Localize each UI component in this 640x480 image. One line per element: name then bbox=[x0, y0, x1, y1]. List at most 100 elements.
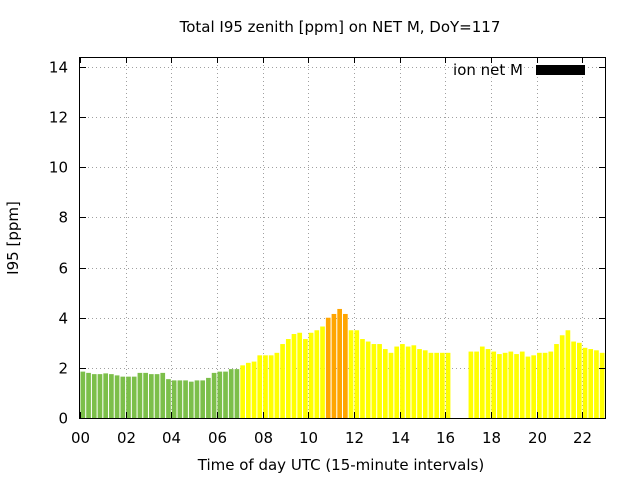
bar bbox=[485, 349, 491, 418]
bar bbox=[343, 313, 348, 418]
bar bbox=[525, 356, 531, 418]
bar bbox=[217, 371, 223, 418]
bar bbox=[331, 313, 337, 418]
x-tick-label: 22 bbox=[573, 429, 592, 447]
bar bbox=[474, 351, 479, 418]
bar bbox=[177, 380, 183, 418]
bar bbox=[303, 339, 308, 418]
bar bbox=[103, 373, 109, 418]
bar bbox=[211, 372, 217, 419]
bar bbox=[206, 377, 211, 418]
bar bbox=[126, 376, 131, 418]
bar bbox=[257, 355, 263, 418]
bar bbox=[109, 374, 114, 418]
bar bbox=[559, 335, 565, 418]
bar bbox=[251, 361, 257, 418]
x-tick-label: 10 bbox=[299, 429, 318, 447]
bar bbox=[594, 350, 599, 418]
bar bbox=[519, 351, 525, 418]
bar bbox=[314, 330, 320, 418]
bar bbox=[320, 326, 325, 418]
x-tick-label: 06 bbox=[208, 429, 227, 447]
x-tick-label: 08 bbox=[254, 429, 273, 447]
bar bbox=[514, 354, 519, 418]
bar bbox=[120, 376, 126, 418]
x-tick-label: 16 bbox=[436, 429, 455, 447]
legend: ion net M bbox=[453, 61, 585, 79]
y-tick-label: 10 bbox=[49, 159, 68, 177]
bar bbox=[171, 380, 177, 418]
bar bbox=[160, 372, 166, 419]
bar bbox=[377, 344, 382, 418]
bar bbox=[246, 362, 251, 418]
bar bbox=[131, 376, 137, 418]
bar bbox=[571, 341, 576, 418]
y-axis-label: I95 [ppm] bbox=[4, 201, 22, 275]
x-tick-label: 12 bbox=[345, 429, 364, 447]
bar bbox=[576, 342, 582, 418]
bar bbox=[166, 379, 171, 418]
x-tick-label: 02 bbox=[117, 429, 136, 447]
bar bbox=[148, 374, 154, 418]
bar bbox=[554, 344, 559, 418]
bar bbox=[588, 349, 594, 418]
bar bbox=[337, 308, 342, 418]
bar bbox=[200, 380, 206, 418]
bar bbox=[411, 345, 417, 418]
y-tick-label: 14 bbox=[49, 59, 68, 77]
bar bbox=[325, 317, 331, 418]
bar bbox=[86, 372, 91, 419]
y-tick-label: 2 bbox=[58, 360, 68, 378]
bar bbox=[297, 332, 303, 418]
legend-swatch bbox=[536, 65, 585, 75]
bar bbox=[274, 352, 280, 418]
bar bbox=[188, 381, 194, 418]
y-tick-label: 4 bbox=[58, 310, 68, 328]
bar bbox=[531, 355, 537, 418]
bar bbox=[445, 352, 451, 418]
bar bbox=[97, 374, 103, 418]
bar bbox=[422, 350, 428, 418]
bar bbox=[308, 332, 314, 418]
y-tick-label: 12 bbox=[49, 109, 68, 127]
bar bbox=[91, 374, 97, 418]
bar bbox=[223, 371, 228, 418]
bar bbox=[280, 344, 285, 418]
bar bbox=[240, 365, 245, 418]
bar bbox=[80, 371, 86, 418]
bar bbox=[428, 352, 434, 418]
bar bbox=[234, 369, 240, 418]
bar bbox=[440, 352, 445, 418]
bar bbox=[565, 330, 571, 418]
bars bbox=[80, 308, 605, 419]
bar bbox=[360, 339, 365, 418]
bar bbox=[137, 372, 143, 419]
bar bbox=[599, 352, 605, 418]
bar bbox=[542, 352, 548, 418]
y-tick-label: 6 bbox=[58, 260, 68, 278]
x-tick-label: 20 bbox=[528, 429, 547, 447]
bar bbox=[365, 341, 371, 418]
bar bbox=[143, 372, 148, 419]
bar bbox=[114, 375, 120, 418]
bar bbox=[228, 369, 234, 418]
bar bbox=[285, 339, 291, 418]
bar bbox=[497, 354, 502, 418]
bar bbox=[400, 344, 405, 418]
x-tick-label: 18 bbox=[482, 429, 501, 447]
bar bbox=[405, 346, 411, 418]
bar bbox=[183, 380, 188, 418]
bar bbox=[388, 352, 394, 418]
bar bbox=[348, 330, 354, 418]
bar bbox=[354, 330, 360, 418]
bar bbox=[291, 334, 297, 418]
x-tick-label: 00 bbox=[71, 429, 90, 447]
y-tick-label: 0 bbox=[58, 410, 68, 428]
plot-frame bbox=[79, 57, 606, 419]
bar bbox=[468, 351, 474, 418]
bar bbox=[194, 380, 200, 418]
x-axis-label: Time of day UTC (15-minute intervals) bbox=[197, 456, 484, 474]
bar bbox=[394, 346, 400, 418]
bar bbox=[434, 352, 439, 418]
